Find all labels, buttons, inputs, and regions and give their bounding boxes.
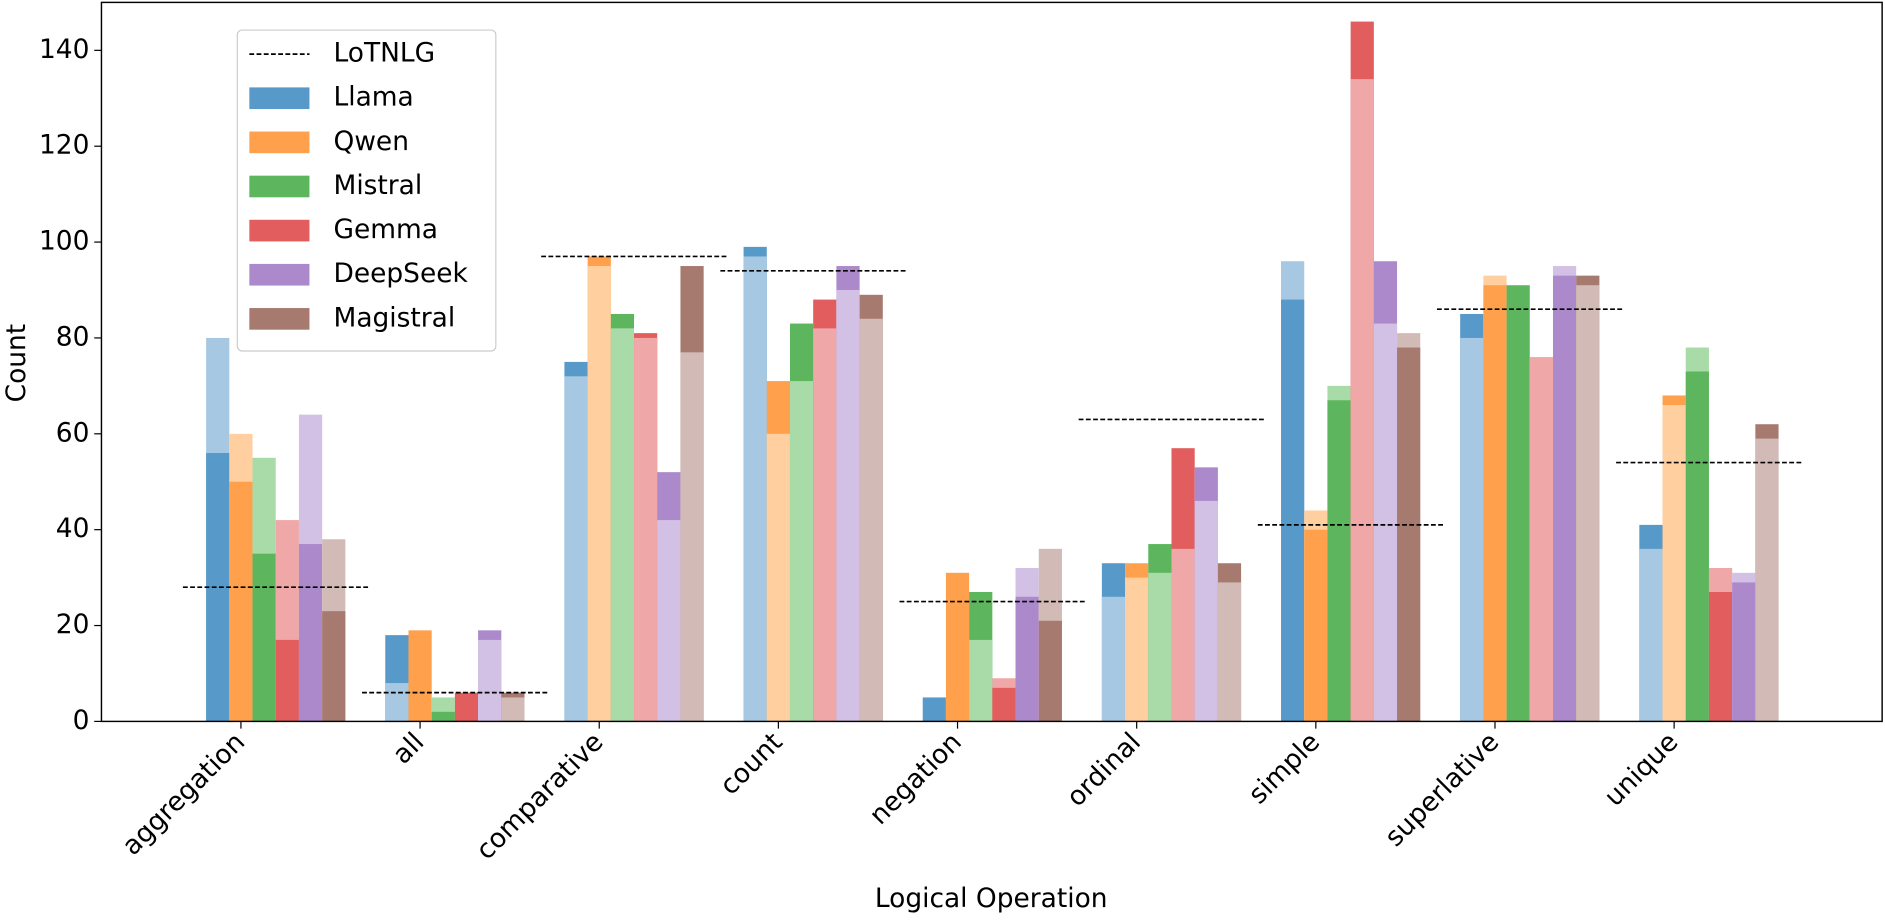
y-tick-label: 0 [73, 705, 90, 736]
bar [1506, 285, 1530, 722]
bar [1350, 79, 1374, 722]
bar [1148, 572, 1172, 722]
bar [922, 697, 946, 722]
y-axis-label: Count [1, 324, 32, 403]
bar [408, 630, 432, 722]
bar [1732, 582, 1756, 722]
bar [969, 639, 993, 722]
legend-label: Qwen [334, 126, 409, 157]
bar [766, 433, 790, 722]
legend-label: Llama [334, 82, 414, 113]
bar [1373, 323, 1398, 722]
y-tick-label: 80 [56, 321, 90, 352]
bar [564, 376, 588, 722]
bar [1194, 500, 1218, 722]
bar [1217, 582, 1242, 722]
x-tick-label: comparative [470, 727, 609, 866]
bar [836, 290, 860, 722]
bar [1171, 548, 1195, 722]
x-tick-label: ordinal [1061, 727, 1147, 813]
bar [1327, 400, 1351, 722]
x-tick-label: simple [1242, 727, 1326, 811]
y-tick-label: 100 [39, 226, 89, 257]
legend-swatch [249, 87, 310, 110]
legend-swatch [249, 219, 310, 242]
bar [813, 328, 837, 722]
bar [1125, 577, 1149, 722]
y-tick-label: 60 [56, 417, 90, 448]
bar [945, 572, 970, 722]
y-tick-label: 140 [39, 34, 89, 65]
x-tick-label: all [387, 727, 431, 771]
y-tick-label: 20 [56, 609, 90, 640]
legend-label: Magistral [334, 302, 456, 333]
x-tick-label: superlative [1379, 727, 1505, 853]
bar [1281, 299, 1305, 722]
bar [1529, 357, 1553, 722]
bar [275, 639, 299, 722]
bar [992, 687, 1016, 722]
bar [1708, 591, 1733, 722]
bar [680, 352, 704, 722]
bar [431, 711, 455, 722]
legend-label: DeepSeek [334, 258, 469, 289]
bar [1101, 596, 1126, 722]
bar [743, 256, 767, 722]
x-axis-label: Logical Operation [875, 883, 1108, 914]
bar [657, 520, 681, 722]
bar [385, 683, 409, 722]
bar [252, 553, 276, 722]
y-tick-label: 40 [56, 513, 90, 544]
bar [206, 452, 230, 722]
legend-label: Mistral [334, 170, 423, 201]
bar [298, 544, 323, 722]
bar [610, 328, 635, 722]
bar [1576, 285, 1600, 722]
bar [1397, 347, 1421, 722]
bar [1639, 548, 1663, 722]
bar [1483, 285, 1507, 722]
bar [789, 381, 814, 722]
legend-swatch [249, 131, 310, 154]
bar [1755, 438, 1779, 722]
bar [322, 611, 346, 722]
bar [1552, 275, 1577, 722]
bar [587, 266, 611, 722]
x-tick-label: count [714, 727, 789, 802]
bar [1304, 529, 1328, 722]
bar [454, 692, 479, 722]
bar [1460, 337, 1484, 722]
bar [634, 337, 658, 722]
bar [478, 639, 502, 722]
legend-label: Gemma [334, 214, 438, 245]
bar [1662, 405, 1686, 722]
bar [1038, 620, 1062, 722]
legend-label: LoTNLG [334, 38, 436, 69]
bar [501, 697, 525, 722]
bar [229, 481, 253, 722]
legend-swatch [249, 175, 310, 198]
x-tick-label: unique [1598, 727, 1684, 813]
bar [1015, 596, 1039, 722]
x-tick-label: negation [863, 727, 967, 831]
legend-swatch [249, 263, 310, 286]
y-tick-label: 120 [39, 130, 89, 161]
plot-frame [100, 1, 1883, 723]
bar [1685, 371, 1709, 722]
legend-swatch [249, 308, 310, 330]
bar [859, 318, 883, 722]
x-tick-label: aggregation [116, 727, 251, 862]
